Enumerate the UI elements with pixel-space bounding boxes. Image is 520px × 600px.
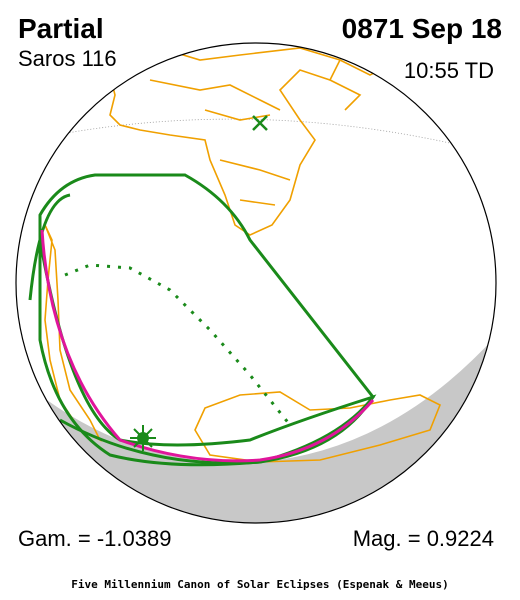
time: 10:55 TD — [404, 58, 494, 83]
penumbra-limit — [38, 173, 375, 467]
credit: Five Millennium Canon of Solar Eclipses … — [71, 578, 449, 591]
rise-set-curves — [28, 193, 377, 465]
title: Partial — [18, 13, 104, 44]
saros: Saros 116 — [18, 46, 117, 71]
max-eclipse-curve — [40, 229, 375, 463]
gamma: Gam. = -1.0389 — [18, 526, 171, 551]
sub-solar-point — [252, 115, 268, 131]
greatest-eclipse-point — [130, 425, 156, 451]
globe-outline — [15, 42, 497, 524]
magnitude: Mag. = 0.9224 — [353, 526, 494, 551]
greatest-eclipse-track — [64, 263, 292, 426]
date: 0871 Sep 18 — [342, 13, 502, 44]
